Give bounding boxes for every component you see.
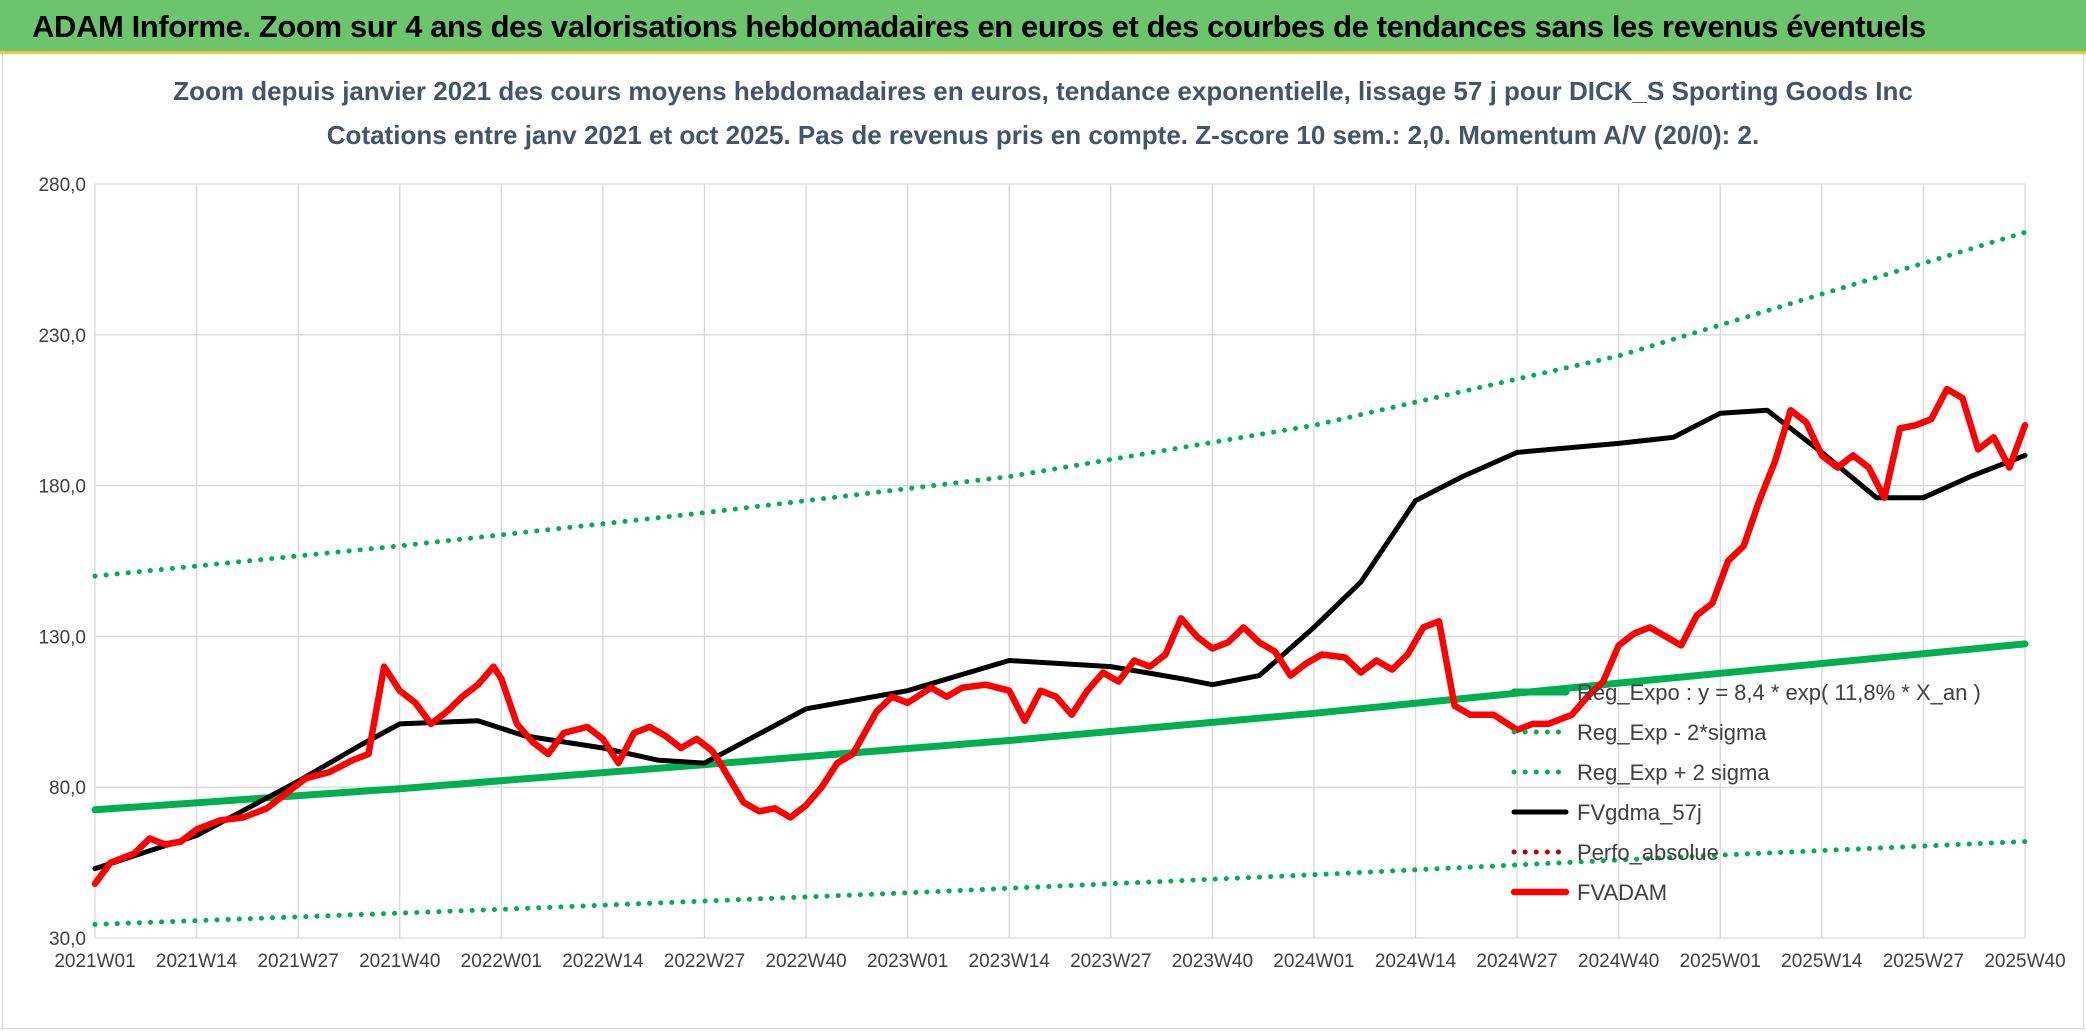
x-tick-label: 2021W14	[156, 951, 238, 972]
x-axis: 2021W01 2021W14 2021W27 2021W40 2022W01 2022W…	[54, 951, 2065, 972]
x-tick-label: 2025W40	[1984, 951, 2065, 972]
legend-label: FVADAM	[1577, 880, 1667, 905]
legend-label: FVgdma_57j	[1577, 800, 1702, 825]
series-line-1	[92, 839, 2028, 927]
x-tick-label: 2023W01	[867, 951, 948, 972]
x-tick-label: 2022W40	[765, 951, 846, 972]
x-tick-label: 2023W40	[1172, 951, 1253, 972]
legend-label: Perfo_absolue	[1577, 840, 1719, 865]
legend: Reg_Expo : y = 8,4 * exp( 11,8% * X_an )…	[1510, 680, 1981, 905]
legend-label: Reg_Exp - 2*sigma	[1577, 720, 1767, 745]
series-line-5	[91, 385, 2029, 887]
y-tick-label: 30,0	[49, 929, 86, 950]
x-tick-label: 2025W14	[1781, 951, 1863, 972]
grid	[94, 183, 2026, 939]
x-tick-label: 2025W01	[1680, 951, 1761, 972]
header-banner: ADAM Informe. Zoom sur 4 ans des valoris…	[0, 0, 2086, 54]
legend-label: Reg_Exp + 2 sigma	[1577, 760, 1770, 785]
chart-frame	[2, 54, 2084, 1029]
y-tick-label: 130,0	[38, 627, 86, 648]
x-tick-label: 2021W40	[359, 951, 440, 972]
series-line-0	[91, 640, 2029, 814]
x-tick-label: 2023W27	[1070, 951, 1151, 972]
x-tick-label: 2022W01	[461, 951, 542, 972]
legend-label: Reg_Expo : y = 8,4 * exp( 11,8% * X_an )	[1577, 680, 1981, 705]
x-tick-label: 2021W27	[257, 951, 338, 972]
series-line-3	[92, 407, 2028, 872]
x-tick-label: 2022W14	[562, 951, 644, 972]
series-line-2	[92, 229, 2028, 579]
x-tick-label: 2024W40	[1578, 951, 1659, 972]
x-tick-label: 2024W01	[1273, 951, 1354, 972]
x-tick-label: 2025W27	[1883, 951, 1964, 972]
chart-title-line2: Cotations entre janv 2021 et oct 2025. P…	[327, 120, 1759, 150]
y-tick-label: 80,0	[49, 778, 86, 799]
y-tick-label: 180,0	[38, 477, 86, 498]
y-tick-label: 230,0	[38, 326, 86, 347]
y-tick-label: 280,0	[38, 175, 86, 196]
x-tick-label: 2024W27	[1476, 951, 1557, 972]
chart-title-line1: Zoom depuis janvier 2021 des cours moyen…	[173, 76, 1913, 106]
series-group	[91, 229, 2029, 927]
x-tick-label: 2022W27	[664, 951, 745, 972]
x-tick-label: 2024W14	[1375, 951, 1457, 972]
chart: Zoom depuis janvier 2021 des cours moyen…	[38, 76, 2065, 972]
y-axis: 30,0 80,0 130,0 180,0 230,0 280,0	[38, 175, 86, 950]
x-tick-label: 2023W14	[969, 951, 1051, 972]
banner-title: ADAM Informe. Zoom sur 4 ans des valoris…	[32, 9, 1926, 44]
x-tick-label: 2021W01	[54, 951, 135, 972]
